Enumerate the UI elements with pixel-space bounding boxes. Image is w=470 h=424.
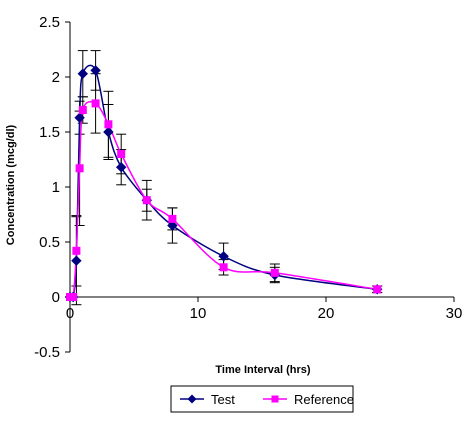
data-point-test — [218, 251, 229, 262]
x-tick-label: 30 — [446, 305, 463, 322]
data-point-reference — [72, 246, 81, 255]
x-tick-label: 20 — [318, 305, 335, 322]
data-point-reference — [219, 263, 228, 272]
data-point-reference — [142, 196, 151, 205]
y-tick-label: 2 — [52, 69, 60, 86]
legend-label: Test — [211, 392, 235, 407]
legend-label: Reference — [294, 392, 354, 407]
data-point-reference — [373, 285, 382, 294]
data-point-test — [74, 112, 85, 123]
y-tick-label: 2.5 — [39, 14, 60, 31]
data-point-test — [90, 65, 101, 76]
y-tick-label: 0.5 — [39, 234, 60, 251]
data-point-reference — [91, 99, 100, 108]
data-point-reference — [117, 150, 126, 158]
legend-marker — [187, 394, 197, 404]
data-point-reference — [75, 164, 84, 173]
data-point-reference — [78, 106, 87, 114]
data-point-reference — [270, 268, 279, 277]
y-tick-label: 0 — [52, 289, 60, 306]
x-tick-label: 10 — [190, 305, 207, 322]
y-axis-title: Concentration (mcg/dl) — [5, 124, 17, 245]
x-tick-label: 0 — [66, 305, 74, 322]
data-point-reference — [168, 214, 177, 223]
y-tick-label: 1.5 — [39, 124, 60, 141]
data-point-test — [103, 126, 114, 138]
data-point-test — [167, 220, 178, 231]
data-point-reference — [69, 293, 78, 301]
y-tick-label: 1 — [52, 179, 60, 196]
x-ticks: 0 10 20 30 — [66, 297, 463, 322]
y-tick-label: -0.5 — [34, 344, 60, 361]
data-point-test — [77, 68, 89, 79]
x-axis-title: Time Interval (hrs) — [215, 364, 310, 376]
series-markers — [64, 65, 383, 303]
legend-marker — [271, 395, 279, 403]
legend-item-reference: Reference — [263, 392, 354, 407]
legend-item-test: Test — [180, 392, 235, 407]
data-point-test — [115, 161, 127, 173]
data-point-reference — [104, 120, 113, 129]
y-ticks: -0.5 0 0.5 1 1.5 2 2.5 — [34, 14, 70, 361]
legend: Test Reference — [170, 385, 354, 413]
data-point-test — [71, 255, 82, 266]
